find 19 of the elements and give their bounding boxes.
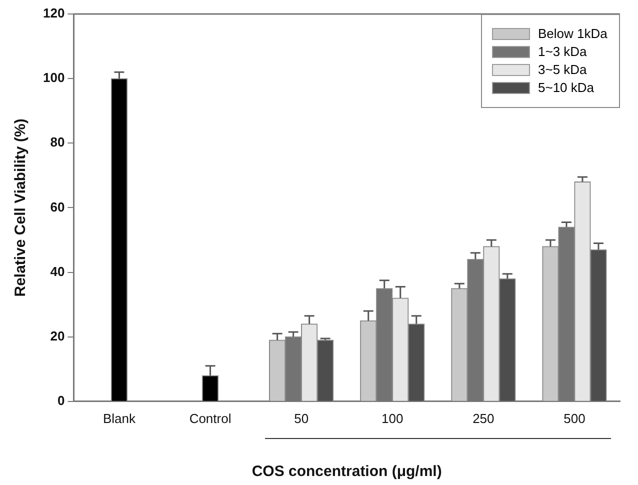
x-tick-label: 50 (294, 410, 309, 426)
y-tick-label: 0 (57, 392, 65, 408)
legend-label: Below 1kDa (538, 25, 608, 43)
y-tick-label: 100 (42, 70, 65, 86)
y-axis-title: Relative Cell Viability (%) (12, 118, 30, 297)
x-tick-label: Control (189, 410, 232, 426)
y-tick-label: 120 (42, 6, 65, 21)
y-tick-label: 60 (50, 199, 65, 214)
y-tick-label: 80 (50, 134, 65, 150)
x-tick-label: Blank (102, 410, 136, 426)
legend-label: 5~10 kDa (538, 79, 594, 97)
y-tick-label: 20 (50, 328, 65, 344)
x-tick-label: 500 (564, 410, 586, 426)
x-tick-label: 100 (382, 410, 404, 426)
legend-label: 3~5 kDa (538, 61, 587, 79)
x-axis-title: COS concentration (μg/ml) (252, 463, 442, 480)
y-tick-label: 40 (50, 264, 65, 279)
x-tick-label: 250 (472, 410, 494, 426)
legend-label: 1~3 kDa (538, 43, 587, 61)
